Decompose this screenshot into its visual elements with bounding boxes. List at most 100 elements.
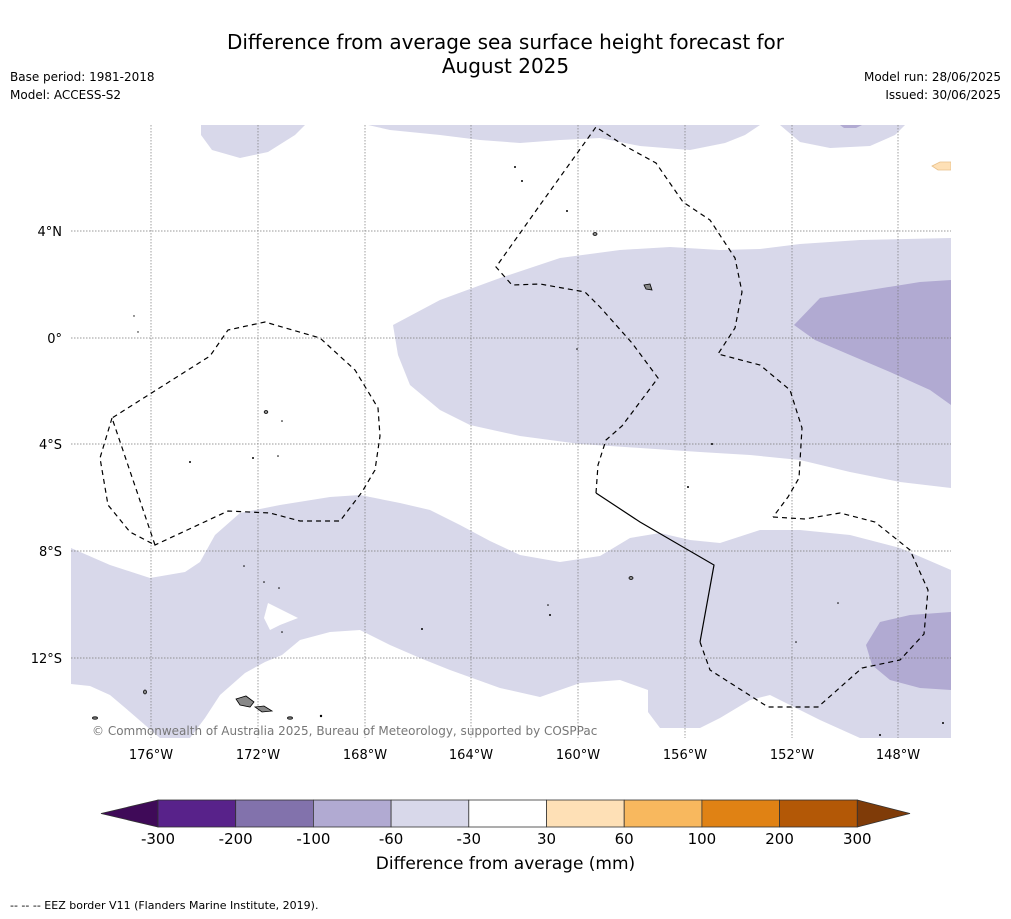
colorbar-tick-label: -300 [141,830,175,848]
lon-label: 172°W [236,748,280,763]
colorbar-segment [235,799,314,828]
anomaly-patch-top-center [368,125,760,150]
islands [92,232,653,720]
colorbar-segment [623,799,703,828]
anomaly-band-south [71,495,951,738]
colorbar-title: Difference from average (mm) [375,854,636,874]
island-small [287,716,293,720]
issued-text: Issued: 30/06/2025 [885,88,1001,102]
colorbar-segment [779,799,858,828]
colorbar-extend-low [100,799,159,828]
atoll-dot [879,734,881,736]
lon-label: 164°W [449,748,493,763]
atoll-dot [278,587,280,589]
atoll-dot [243,565,245,567]
colorbar-tick-label: 300 [843,830,872,848]
anomaly-patch-top-right [780,125,905,148]
model-run-text: Model run: 28/06/2025 [863,70,1001,84]
colorbar-tick-label: -100 [296,830,330,848]
atoll-dot [795,641,797,643]
colorbar: -300 -200 -100 -60 -30 30 60 100 200 300 [100,799,911,848]
anomaly-patch-top-left [201,125,305,158]
longitude-labels: 176°W 172°W 168°W 164°W 160°W 156°W 152°W 148°W [129,748,920,763]
lon-label: 156°W [663,748,707,763]
colorbar-tick-label: 30 [537,830,556,848]
island-small [143,689,147,695]
atoll-dot [281,631,283,633]
atoll-dot [521,180,523,182]
colorbar-segment [546,799,625,828]
atoll-dot [421,628,423,630]
map-title: Difference from average sea surface heig… [0,30,1011,78]
anomaly-core-southeast [866,612,951,690]
anomaly-light-negative [71,125,951,738]
atoll-dot [189,461,191,463]
lon-label: 160°W [556,748,600,763]
atoll-dot [137,331,139,333]
colorbar-tick-label: -200 [219,830,253,848]
eez-border-central-dashed [495,126,803,518]
island-large [235,695,255,708]
atoll-dot [687,486,689,488]
base-period-text: Base period: 1981-2018 [10,70,155,84]
island-jarvis [643,283,653,291]
lon-label: 176°W [129,748,173,763]
anomaly-band-equatorial [393,238,951,488]
latitude-labels: 4°N 0° 4°S 8°S 12°S [31,225,62,667]
lat-label: 12°S [31,652,62,667]
island-small [592,232,598,236]
island-medium [253,705,274,713]
lon-label: 148°W [876,748,920,763]
gridlines [71,125,951,738]
colorbar-extend-high [856,799,911,828]
atoll-dot [711,443,713,445]
colorbar-segment [157,799,237,828]
island-small [92,716,98,720]
colorbar-segment [701,799,781,828]
colorbar-segment [312,799,392,828]
anomaly-light-positive [931,161,951,171]
atoll-dot [514,166,516,168]
lon-label: 152°W [770,748,814,763]
colorbar-tick-label: 100 [688,830,717,848]
map-area [71,125,951,738]
eez-borders [99,126,929,708]
atolls [133,166,944,736]
atoll-dot [277,455,279,457]
lat-label: 4°S [39,438,62,453]
atoll-dot [942,722,944,724]
colorbar-tick-label: 200 [765,830,794,848]
colorbar-tick-label: -60 [379,830,404,848]
atoll-dot [837,602,839,604]
atoll-dot [576,348,578,350]
lat-label: 8°S [39,545,62,560]
colorbar-segment [468,799,547,828]
map-title-line1: Difference from average sea surface heig… [226,30,785,54]
atoll-dot [133,315,135,317]
atoll-dot [252,457,254,459]
anomaly-patch-top-edge [840,125,862,128]
atoll-dot [549,614,551,616]
lat-label: 0° [47,332,62,347]
island-small [628,576,634,580]
eez-border-central-solid [595,492,715,643]
anomaly-medium-negative [794,125,951,690]
lat-label: 4°N [38,225,63,240]
colorbar-tick-label: -30 [457,830,482,848]
meta-right: Model run: 28/06/2025 Issued: 30/06/2025 [864,68,1001,104]
atoll-dot [263,581,265,583]
gap-white [264,603,298,630]
lon-label: 168°W [343,748,387,763]
island-small [263,410,269,414]
anomaly-core-east [794,280,951,405]
atoll-dot [319,714,323,718]
colorbar-segment [390,799,470,828]
atoll-dot [566,210,568,212]
atoll-dot [547,604,549,606]
eez-border-southeast [699,512,929,708]
copyright-text: © Commonwealth of Australia 2025, Bureau… [92,724,598,738]
atoll-dot [281,420,283,422]
meta-left: Base period: 1981-2018 Model: ACCESS-S2 [10,68,155,104]
footnote-text: -- -- -- EEZ border V11 (Flanders Marine… [10,899,319,912]
